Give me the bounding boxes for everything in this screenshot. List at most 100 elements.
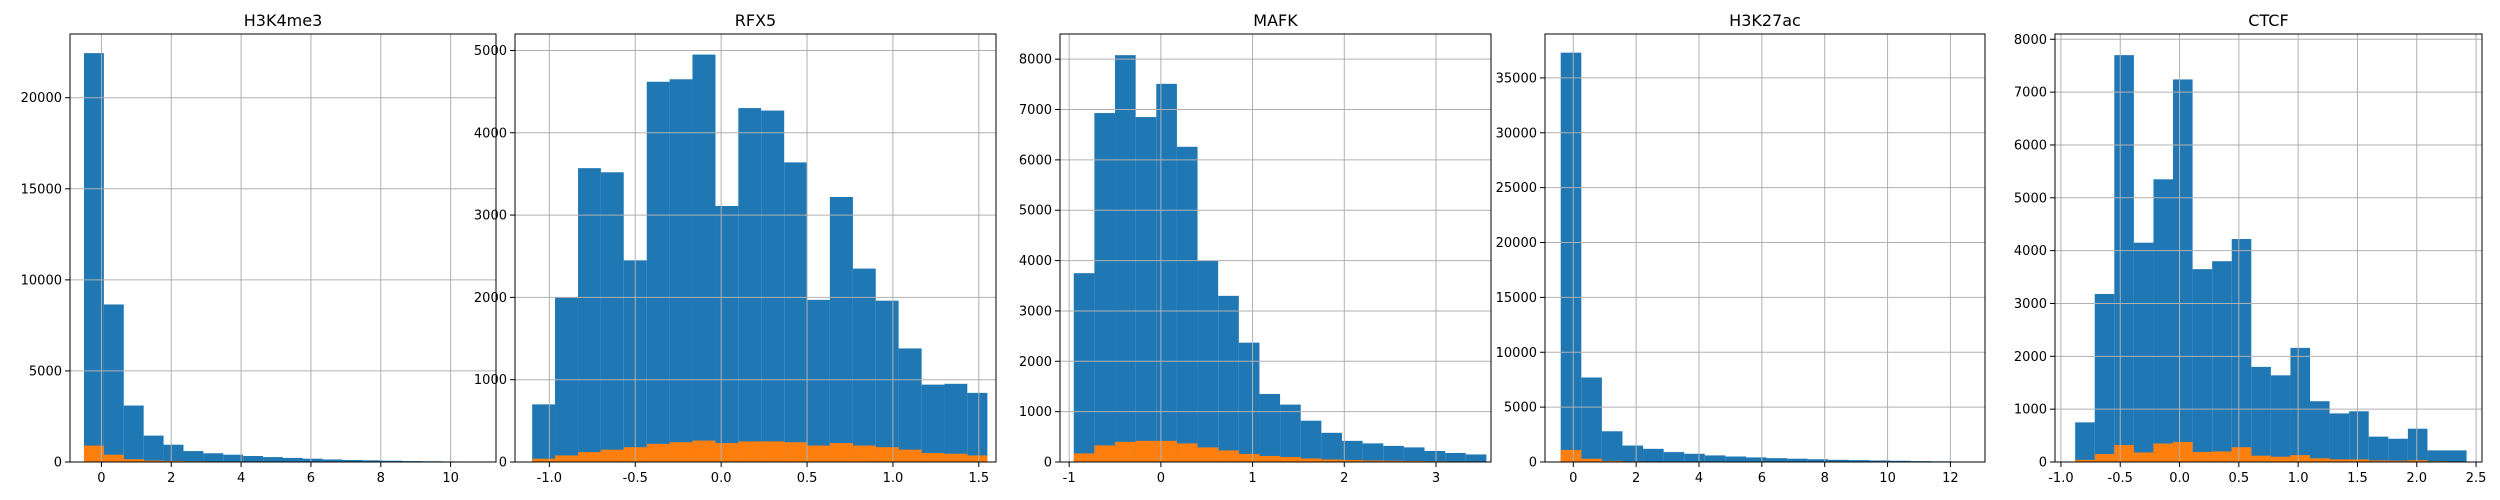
chart-title: H3K27ac — [1729, 11, 1801, 30]
bar — [2368, 436, 2389, 462]
bar — [2368, 460, 2389, 462]
bar — [1601, 460, 1623, 462]
bar — [1704, 455, 1726, 462]
y-tick-label: 0 — [1044, 456, 1052, 471]
bar — [1259, 455, 1281, 462]
y-tick-label: 5000 — [1019, 204, 1052, 219]
x-tick-label: 2 — [1340, 471, 1348, 486]
x-tick-label: 1.5 — [968, 471, 989, 486]
bar — [715, 206, 739, 462]
bar — [1259, 394, 1281, 462]
bar — [2231, 239, 2252, 462]
bar — [1601, 431, 1623, 462]
bar — [1115, 55, 1136, 463]
x-tick-label: 4 — [237, 471, 245, 486]
y-tick-label: 8000 — [1019, 53, 1052, 68]
bar — [1300, 420, 1322, 462]
bar — [1321, 459, 1342, 462]
bar — [1581, 458, 1602, 462]
x-tick-label: -1 — [1063, 471, 1076, 486]
bar — [692, 54, 716, 462]
y-tick-label: 5000 — [29, 364, 62, 379]
bar — [921, 452, 945, 462]
x-tick-label: 0.5 — [2229, 471, 2250, 486]
bar — [2094, 454, 2115, 462]
y-tick-label: 3000 — [1019, 304, 1052, 319]
bar — [1115, 441, 1136, 462]
bar — [852, 445, 876, 462]
y-tick-label: 6000 — [1019, 153, 1052, 168]
bar — [1848, 460, 1870, 462]
bar — [2212, 261, 2232, 462]
bar — [183, 451, 204, 462]
y-tick-label: 0 — [499, 456, 507, 471]
axes-frame — [1544, 33, 1986, 463]
bar — [967, 392, 988, 462]
bar — [784, 162, 808, 462]
y-tick-label: 1000 — [2014, 403, 2047, 418]
bar — [143, 460, 164, 462]
subplot-5: -1.0 -0.5 0.0 0.5 1.0 1.5 2.0 2.5 0 1000 2000 3000 4… — [2014, 11, 2487, 486]
x-tick-label: -0.5 — [2108, 471, 2133, 486]
bar — [1135, 440, 1157, 462]
bar — [362, 460, 383, 462]
x-tick-label: 8 — [1821, 471, 1829, 486]
bar — [203, 453, 224, 462]
chart-title: MAFK — [1253, 11, 1298, 30]
bar — [2075, 459, 2095, 462]
bar — [1622, 445, 1644, 462]
bar — [875, 300, 899, 462]
x-tick-label: -1.0 — [537, 471, 562, 486]
bar — [807, 299, 830, 462]
bar — [2270, 456, 2291, 462]
bar — [2133, 242, 2154, 462]
bar — [967, 455, 988, 462]
bar — [1465, 454, 1487, 462]
bar — [1218, 295, 1239, 462]
grid-lines — [1545, 34, 1985, 463]
x-tick-label: -0.5 — [623, 471, 648, 486]
y-tick-label: 0 — [2039, 456, 2047, 471]
y-tick-label: 3000 — [2014, 297, 2047, 312]
bar — [2251, 455, 2271, 462]
y-tick-label: 25000 — [1496, 181, 1537, 196]
bar — [875, 447, 899, 462]
bar — [163, 460, 184, 462]
x-tick-label: 8 — [377, 471, 385, 486]
y-tick-label: 10000 — [21, 273, 62, 288]
bar — [2310, 401, 2330, 462]
bar — [1321, 432, 1342, 462]
y-tick-label: 2000 — [1019, 355, 1052, 370]
y-tick-label: 10000 — [1496, 346, 1537, 361]
bar — [2153, 179, 2174, 462]
bar — [1073, 273, 1095, 462]
bar — [1581, 377, 1602, 462]
bar — [1745, 457, 1767, 462]
bar — [1176, 146, 1198, 463]
x-tick-label: 0.5 — [797, 471, 818, 486]
chart-title: CTCF — [2248, 11, 2288, 30]
bar — [103, 304, 124, 462]
bar — [1445, 452, 1466, 462]
bar — [2388, 460, 2408, 462]
bar — [123, 405, 144, 462]
y-tick-label: 35000 — [1496, 71, 1537, 86]
bar — [692, 440, 716, 462]
bar — [1403, 447, 1425, 462]
series-2-bars — [2075, 441, 2467, 462]
bar — [2407, 428, 2428, 462]
x-tick-label: 2.5 — [2466, 471, 2487, 486]
x-tick-label: 0.0 — [711, 471, 732, 486]
bar — [1890, 460, 1911, 462]
subplot-2: -1.0 -0.5 0.0 0.5 1.0 1.5 0 1000 2000 3000 4000 500… — [474, 11, 997, 486]
y-tick-label: 0 — [1529, 456, 1537, 471]
bar — [532, 458, 556, 462]
series-1-bars — [83, 53, 483, 463]
series-2-bars — [1073, 440, 1487, 462]
bar — [1383, 460, 1404, 462]
bar — [1156, 83, 1177, 462]
y-tick-label: 7000 — [1019, 103, 1052, 118]
x-tick-label: 2.0 — [2406, 471, 2427, 486]
y-tick-label: 0 — [54, 456, 62, 471]
